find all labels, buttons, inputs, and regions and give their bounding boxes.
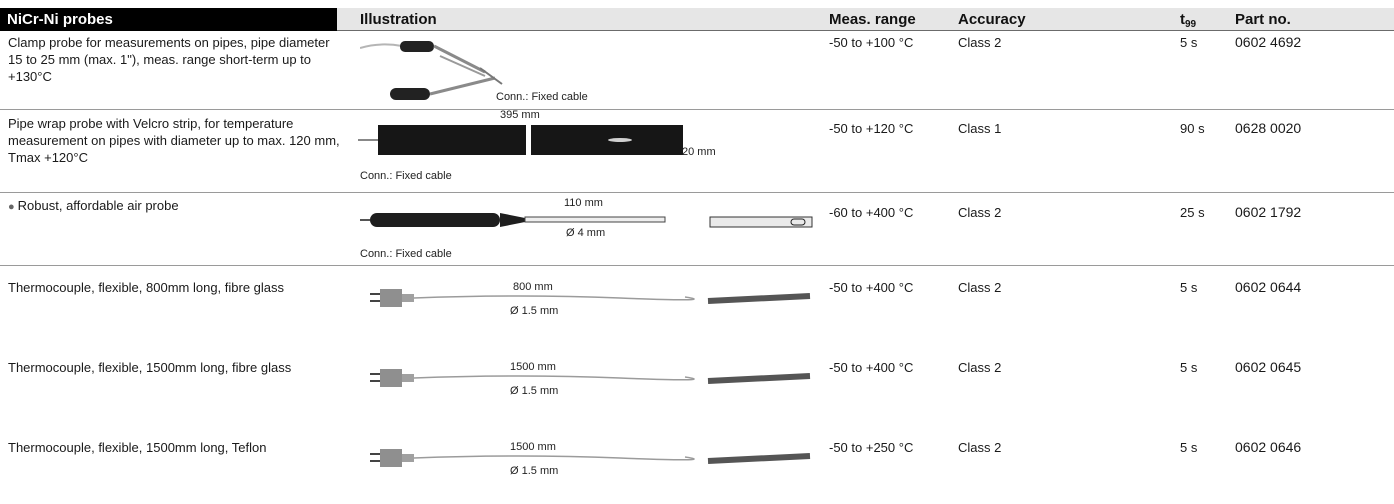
header-t99-sub: 99 [1185,19,1197,30]
illustration-label: 20 mm [682,146,716,158]
illustration-label: Conn.: Fixed cable [360,170,452,182]
row-part-no: 0602 0644 [1235,279,1302,295]
row-t99: 5 s [1180,440,1198,455]
row-meas-range: -50 to +250 °C [829,440,914,455]
illustration-label: Ø 4 mm [566,227,606,239]
row-accuracy: Class 1 [958,121,1002,136]
row-meas-range: -50 to +400 °C [829,280,914,295]
header-accuracy: Accuracy [958,11,1026,28]
header-t99-main: t [1180,11,1185,28]
row-description: Thermocouple, flexible, 800mm long, fibr… [8,280,285,295]
table-row: Clamp probe for measurements on pipes, p… [0,32,1394,110]
air-probe-illustration [360,213,666,227]
illustration-label: Ø 1.5 mm [510,465,559,477]
row-accuracy: Class 2 [958,440,1002,455]
row-description: Pipe wrap probe with Velcro strip, for t… [8,116,340,165]
table-row: Thermocouple, flexible, 800mm long, fibr… [0,267,1394,347]
header-illustration: Illustration [360,11,437,28]
header-part-no: Part no. [1235,11,1291,28]
row-t99: 5 s [1180,280,1198,295]
row-part-no: 0602 1792 [1235,204,1302,220]
thermocouple-illustration [370,449,811,467]
row-description: Thermocouple, flexible, 1500mm long, fib… [8,360,292,375]
pipe-wrap-probe-illustration [358,125,683,155]
illustration-label: Conn.: Fixed cable [496,91,588,103]
illustration-label: Ø 1.5 mm [510,385,559,397]
thermocouple-illustration [370,289,811,307]
header-t99: t99 [1180,11,1197,30]
row-description: ● Robust, affordable air probe [8,198,179,213]
row-accuracy: Class 2 [958,205,1002,220]
row-part-no: 0602 0645 [1235,359,1302,375]
illustration-label: 800 mm [513,281,553,293]
row-description: Thermocouple, flexible, 1500mm long, Tef… [8,440,267,455]
illustration-label: 1500 mm [510,361,556,373]
row-meas-range: -50 to +120 °C [829,121,914,136]
table-header: NiCr-Ni probes Illustration Meas. range … [0,8,1394,31]
table-row: Thermocouple, flexible, 1500mm long, Tef… [0,427,1394,504]
table-title: NiCr-Ni probes [0,8,337,31]
row-meas-range: -50 to +400 °C [829,360,914,375]
row-accuracy: Class 2 [958,360,1002,375]
table-row: ● Robust, affordable air probe 110 mm Ø 4… [0,194,1394,266]
drop-icon: ● [8,201,15,213]
clamp-probe-illustration [360,41,503,100]
row-t99: 25 s [1180,205,1205,220]
probe-tip-detail [709,216,813,228]
table-row: Pipe wrap probe with Velcro strip, for t… [0,109,1394,193]
illustration-label: Ø 1.5 mm [510,305,559,317]
illustration-label: 395 mm [500,109,540,121]
illustration-label: Conn.: Fixed cable [360,248,452,260]
row-t99: 90 s [1180,121,1205,136]
thermocouple-illustration [370,369,811,387]
row-part-no: 0628 0020 [1235,120,1302,136]
row-t99: 5 s [1180,35,1198,50]
illustration-label: 1500 mm [510,441,556,453]
row-part-no: 0602 0646 [1235,439,1302,455]
header-meas-range: Meas. range [829,11,916,28]
row-part-no: 0602 4692 [1235,34,1302,50]
row-accuracy: Class 2 [958,35,1002,50]
row-meas-range: -50 to +100 °C [829,35,914,50]
row-accuracy: Class 2 [958,280,1002,295]
row-description: Clamp probe for measurements on pipes, p… [8,35,330,84]
illustration-label: 110 mm [564,197,603,209]
row-t99: 5 s [1180,360,1198,375]
table-row: Thermocouple, flexible, 1500mm long, fib… [0,347,1394,427]
row-meas-range: -60 to +400 °C [829,205,914,220]
